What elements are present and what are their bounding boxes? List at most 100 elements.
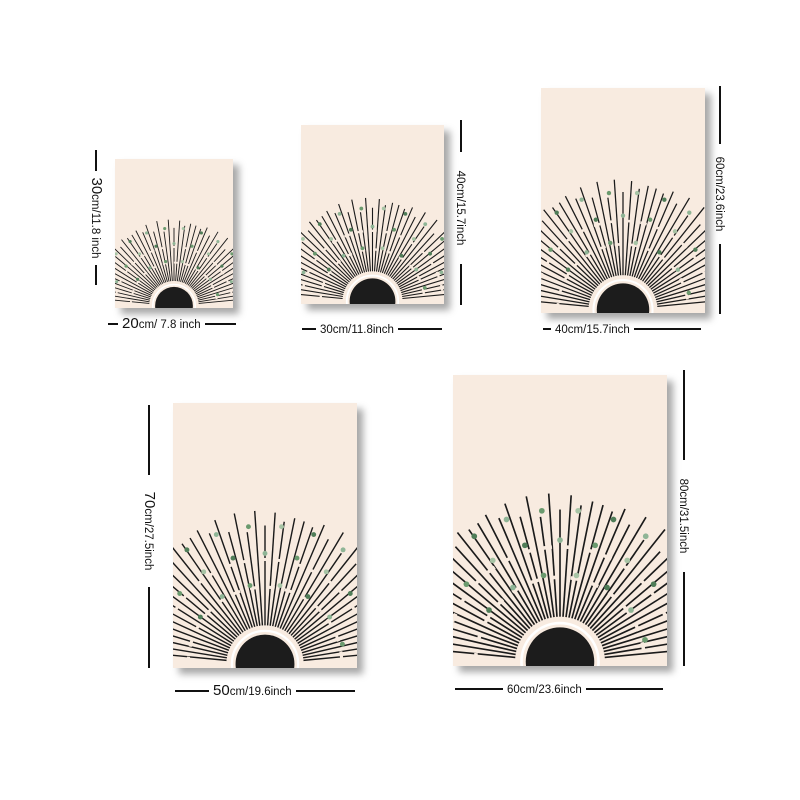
ray-group [115,219,233,304]
green-dot [610,516,617,523]
sun-ray [281,538,329,630]
green-dot [557,537,563,543]
sun-ray [279,524,325,629]
sun-ray [173,648,227,659]
sun-ray [301,231,352,281]
sun-ray [642,215,689,282]
sun-ray [186,231,219,285]
sun-ray [266,512,276,626]
sun-ray [648,239,705,288]
sun-ray [254,510,264,626]
sun-ray [173,621,231,649]
sun-ray [115,295,150,303]
sun-ray [596,181,617,277]
sun-ray [571,504,604,619]
sun-ray [180,225,197,282]
sun-ray [587,528,666,627]
sunburst-artwork [301,197,444,304]
sun-ray [402,289,444,298]
height-dimension: 60cm/23.6inch [712,86,728,314]
green-dot [687,210,692,215]
sun-ray [187,243,218,286]
green-dot [650,581,657,588]
ray-gap [319,248,426,302]
sun-ray [453,557,529,632]
sun-ray [539,516,555,618]
sun-ring [152,283,196,308]
sun-ray [613,179,622,276]
green-dot [428,251,433,256]
sun-ray [654,277,705,298]
sun-ray [193,262,233,292]
green-dot [642,636,648,643]
sun-ray [298,613,357,647]
width-dimension: 40cm/15.7inch [543,321,701,337]
green-dot [230,252,233,256]
sun-ray [453,650,516,659]
green-dot [392,227,397,232]
sun-ring [592,279,654,313]
sun-ray [173,604,233,644]
sun-ray [626,188,640,276]
green-dot [634,190,640,196]
sun-ray [389,226,425,277]
sun-ray [246,532,261,626]
sun-ray [504,503,546,620]
sun-ray [393,231,444,281]
sun-ray [453,620,519,647]
green-dot [137,252,142,256]
green-dot [370,224,375,229]
sun-ray [390,219,438,279]
sun-ray [121,239,159,287]
sun-ray [453,628,518,650]
sun-ring [520,621,600,666]
sun-ray [178,223,192,282]
sun-ray [115,282,151,298]
sun-ray [591,557,667,632]
sun-ray [629,185,649,277]
green-dot [672,229,678,234]
green-dot [489,557,496,564]
sun-ray [315,219,356,277]
sun-ray [301,261,347,288]
ray-gap [473,575,647,662]
ray-group [301,197,444,300]
sun-ray [301,635,357,654]
poster-50x70[interactable] [173,403,357,668]
green-dot [503,516,510,523]
sun-ray [131,234,162,285]
green-dot [262,550,268,556]
poster-20x30[interactable] [115,159,233,308]
sun-ray [656,289,705,303]
sun-ray [303,648,357,659]
green-dot [312,251,317,256]
poster-60x80[interactable] [453,375,667,666]
sun-ray [301,273,345,292]
sun-ray [453,643,516,656]
sun-ray [173,574,238,638]
sun-ray [115,299,150,304]
sun-ray [301,278,344,294]
sun-ray [602,628,667,650]
sun-ray [301,248,349,285]
sun-ray [652,264,705,294]
green-dot [642,533,649,540]
poster-30x40[interactable] [301,125,444,304]
sun-ray [294,585,357,640]
green-dot [399,253,404,258]
ray-gap [173,558,357,618]
green-dot [675,267,681,272]
sun-ray [651,257,705,292]
poster-40x60[interactable] [541,88,705,313]
green-dot [471,533,478,540]
sun-ray [288,547,357,635]
sun-ray [656,295,705,305]
dot-group [301,206,444,290]
sun-ray [401,278,444,294]
sun-ray [541,295,590,305]
sun-ray [189,537,246,632]
green-dot [538,507,545,514]
sun-ray [397,255,444,286]
ray-gap [301,229,444,302]
sun-ray [115,256,156,291]
